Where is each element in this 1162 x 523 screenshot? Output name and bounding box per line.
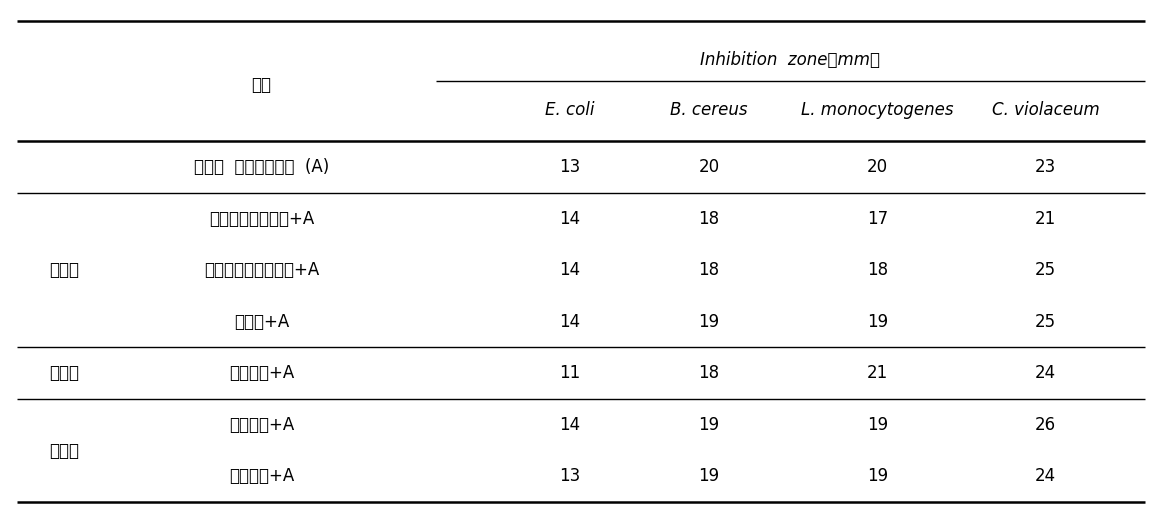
Text: 성분: 성분 bbox=[251, 76, 272, 94]
Text: 24: 24 bbox=[1035, 468, 1056, 485]
Text: 결합제: 결합제 bbox=[49, 441, 79, 460]
Text: 18: 18 bbox=[698, 210, 719, 228]
Text: 25: 25 bbox=[1035, 261, 1056, 279]
Text: B. cereus: B. cereus bbox=[670, 101, 747, 119]
Text: 전분호액+A: 전분호액+A bbox=[229, 468, 294, 485]
Text: 21: 21 bbox=[867, 364, 888, 382]
Text: 20: 20 bbox=[867, 158, 888, 176]
Text: 23: 23 bbox=[1035, 158, 1056, 176]
Text: 18: 18 bbox=[867, 261, 888, 279]
Text: 중화제: 중화제 bbox=[49, 364, 79, 382]
Text: 14: 14 bbox=[559, 313, 580, 331]
Text: 13: 13 bbox=[559, 158, 580, 176]
Text: 11: 11 bbox=[559, 364, 580, 382]
Text: 뉴트럴티+A: 뉴트럴티+A bbox=[229, 364, 294, 382]
Text: 네취럴셀룰로오즈+A: 네취럴셀룰로오즈+A bbox=[209, 210, 314, 228]
Text: E. coli: E. coli bbox=[545, 101, 594, 119]
Text: 수용성감초추출분말+A: 수용성감초추출분말+A bbox=[203, 261, 320, 279]
Text: 14: 14 bbox=[559, 210, 580, 228]
Text: 14: 14 bbox=[559, 261, 580, 279]
Text: 18: 18 bbox=[698, 364, 719, 382]
Text: 18: 18 bbox=[698, 261, 719, 279]
Text: 부형제: 부형제 bbox=[49, 261, 79, 279]
Text: 14: 14 bbox=[559, 416, 580, 434]
Text: C. violaceum: C. violaceum bbox=[992, 101, 1099, 119]
Text: 19: 19 bbox=[698, 313, 719, 331]
Text: Inhibition  zone（mm）: Inhibition zone（mm） bbox=[701, 51, 880, 69]
Text: 개발된  항균복합소재  (A): 개발된 항균복합소재 (A) bbox=[194, 158, 329, 176]
Text: 19: 19 bbox=[867, 468, 888, 485]
Text: 20: 20 bbox=[698, 158, 719, 176]
Text: 솔비톨+A: 솔비톨+A bbox=[234, 313, 289, 331]
Text: 19: 19 bbox=[867, 313, 888, 331]
Text: 19: 19 bbox=[867, 416, 888, 434]
Text: 19: 19 bbox=[698, 416, 719, 434]
Text: L. monocytogenes: L. monocytogenes bbox=[801, 101, 954, 119]
Text: 13: 13 bbox=[559, 468, 580, 485]
Text: 17: 17 bbox=[867, 210, 888, 228]
Text: 폴리쿠터+A: 폴리쿠터+A bbox=[229, 416, 294, 434]
Text: 24: 24 bbox=[1035, 364, 1056, 382]
Text: 25: 25 bbox=[1035, 313, 1056, 331]
Text: 26: 26 bbox=[1035, 416, 1056, 434]
Text: 21: 21 bbox=[1035, 210, 1056, 228]
Text: 19: 19 bbox=[698, 468, 719, 485]
